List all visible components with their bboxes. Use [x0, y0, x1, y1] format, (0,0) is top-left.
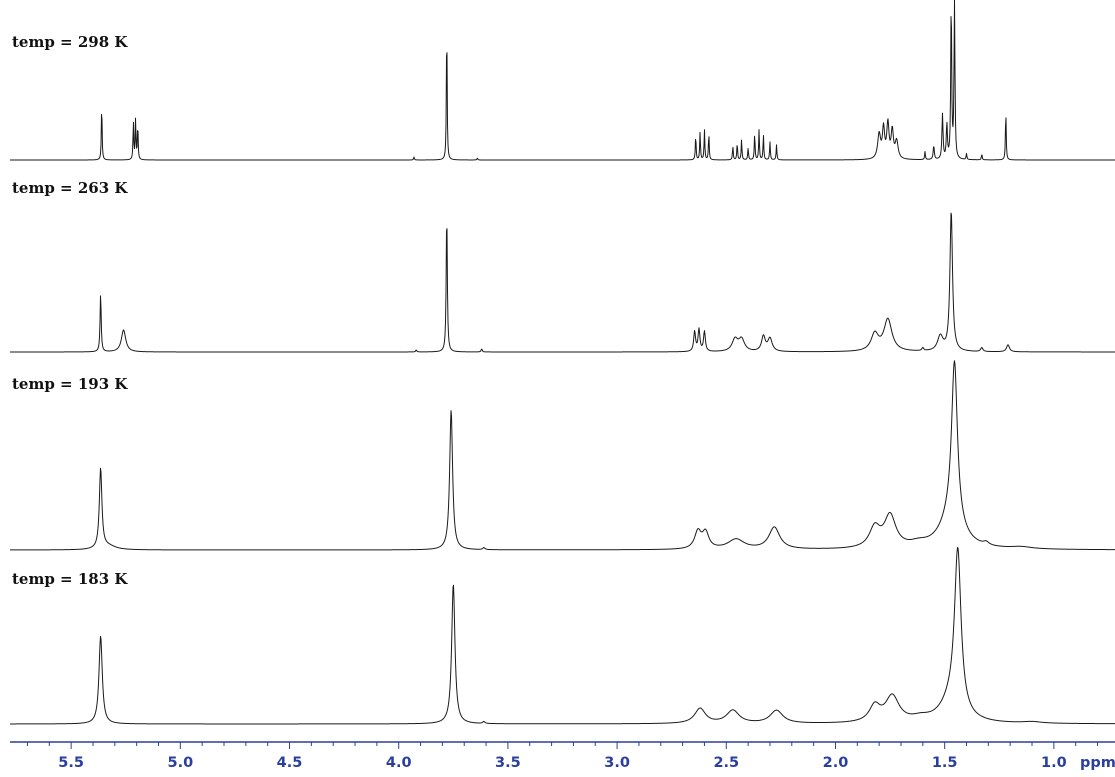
- spectrum-labels-layer: temp = 298 K temp = 263 K temp = 193 K temp…: [12, 33, 128, 588]
- spectrum-trace-4: [10, 547, 1115, 725]
- tick-label-5.5: 5.5: [58, 755, 84, 771]
- spectrum-label-4: temp = 183 K: [12, 570, 128, 588]
- tick-label-1.0: 1.0: [1041, 755, 1067, 771]
- tick-label-5.0: 5.0: [167, 755, 193, 771]
- tick-label-4.5: 4.5: [277, 755, 303, 771]
- tick-label-2.0: 2.0: [823, 755, 849, 771]
- spectrum-trace-1: [10, 0, 1115, 161]
- tick-label-1.5: 1.5: [932, 755, 958, 771]
- tick-label-4.0: 4.0: [386, 755, 412, 771]
- spectrum-trace-2: [10, 212, 1115, 353]
- spectrum-label-2: temp = 263 K: [12, 179, 128, 197]
- tick-label-3.0: 3.0: [604, 755, 630, 771]
- spectrum-label-1: temp = 298 K: [12, 33, 128, 51]
- spectra-layer: [10, 0, 1115, 725]
- tick-label-3.5: 3.5: [495, 755, 521, 771]
- spectrum-label-3: temp = 193 K: [12, 375, 128, 393]
- ppm-axis: 5.5 5.0 4.5 4.0 3.5 3.0 2.5 2.0 1.5 1.0 ppm: [10, 741, 1115, 771]
- tick-label-2.5: 2.5: [713, 755, 739, 771]
- axis-unit-label: ppm: [1080, 755, 1115, 771]
- spectrum-trace-3: [10, 360, 1115, 551]
